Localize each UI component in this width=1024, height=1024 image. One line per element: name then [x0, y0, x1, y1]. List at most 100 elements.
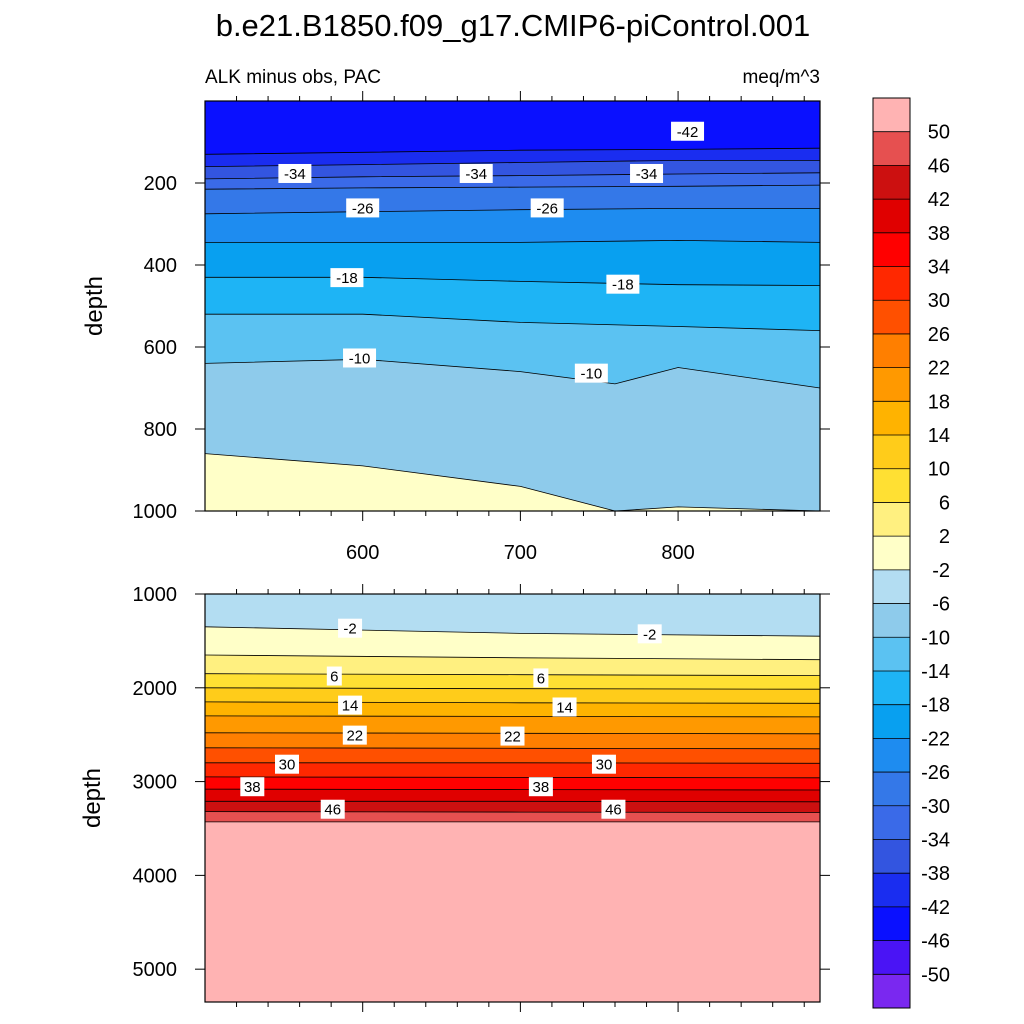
- contour-line-14: [205, 701, 820, 704]
- contour-label: -18: [330, 268, 364, 288]
- colorbar: 50 46 42 38 34 30 26 22 18 14 10 6 2 -2 -6 -10 -14 -18 -22…: [872, 97, 950, 1009]
- colorbar-swatch: [873, 906, 910, 942]
- contour-label: -18: [606, 274, 640, 294]
- contour-label: 14: [552, 697, 577, 717]
- colorbar-label: 26: [928, 324, 950, 346]
- colorbar-swatch: [873, 772, 910, 807]
- contour-label: -42: [671, 121, 705, 141]
- colorbar-swatch: [873, 704, 910, 739]
- svg-text:46: 46: [324, 802, 341, 819]
- colorbar-label: -50: [921, 964, 950, 986]
- x-tick-label: 800: [661, 542, 694, 564]
- y-tick-label: 1000: [133, 584, 178, 606]
- contour-label: 38: [528, 777, 553, 797]
- contour-label: -26: [530, 198, 564, 218]
- colorbar-swatch: [873, 839, 910, 874]
- colorbar-label: 46: [928, 155, 950, 177]
- contour-line-46: [205, 811, 820, 813]
- svg-text:30: 30: [596, 757, 613, 774]
- colorbar-label: -14: [921, 661, 950, 683]
- y-tick-label: 2000: [133, 678, 178, 700]
- contour-label: -10: [574, 363, 608, 383]
- colorbar-swatch: [873, 401, 910, 436]
- y-tick-label: 5000: [133, 959, 178, 981]
- contour-label: -34: [459, 163, 493, 183]
- contour-label: -34: [278, 163, 312, 183]
- colorbar-swatch: [873, 468, 910, 503]
- contour-label: -34: [630, 163, 664, 183]
- svg-text:22: 22: [504, 729, 521, 746]
- colorbar-swatch: [873, 131, 910, 166]
- contour-label: 22: [500, 726, 525, 746]
- bottom-y-axis-label: depth: [79, 768, 106, 828]
- colorbar-swatch: [873, 333, 910, 369]
- contour-label: 46: [601, 799, 626, 819]
- colorbar-label: 34: [928, 257, 950, 279]
- top-panel: ALK minus obs, PAC meq/m^3 depth -42 -34 -…: [81, 67, 830, 564]
- colorbar-label: -38: [921, 863, 950, 885]
- contour-line--22: [205, 239, 820, 243]
- colorbar-swatch: [873, 98, 910, 133]
- top-subtitle-left: ALK minus obs, PAC: [205, 67, 381, 88]
- svg-text:46: 46: [605, 802, 622, 819]
- colorbar-label: 6: [939, 492, 950, 514]
- colorbar-swatch: [873, 670, 910, 706]
- svg-text:38: 38: [244, 779, 261, 796]
- colorbar-label: -6: [932, 594, 950, 616]
- y-tick-label: 3000: [133, 772, 178, 794]
- contour-label: -2: [338, 618, 363, 638]
- x-tick-label: 600: [346, 542, 379, 564]
- y-tick-label: 400: [144, 255, 177, 277]
- colorbar-swatch: [873, 367, 910, 402]
- contour-label: 6: [533, 668, 549, 688]
- colorbar-label: -26: [921, 762, 950, 784]
- svg-text:-34: -34: [465, 166, 487, 183]
- colorbar-swatch: [873, 738, 910, 773]
- svg-text:30: 30: [279, 757, 296, 774]
- contour-line-18: [205, 715, 820, 718]
- colorbar-swatch: [873, 199, 910, 234]
- colorbar-label: 38: [928, 223, 950, 245]
- y-tick-label: 4000: [133, 865, 178, 887]
- colorbar-swatch: [873, 873, 910, 908]
- colorbar-swatch: [873, 603, 910, 638]
- top-y-axis-label: depth: [81, 276, 108, 336]
- colorbar-swatch: [873, 536, 910, 571]
- svg-text:-34: -34: [636, 166, 658, 183]
- colorbar-swatch: [873, 435, 910, 470]
- colorbar-swatch: [873, 940, 910, 975]
- top-subtitle-right: meq/m^3: [742, 67, 820, 88]
- colorbar-label: 22: [928, 358, 950, 380]
- colorbar-label: -18: [921, 695, 950, 717]
- svg-text:14: 14: [556, 699, 573, 716]
- chart-title: b.e21.B1850.f09_g17.CMIP6-piControl.001: [216, 8, 811, 43]
- contour-line--18: [205, 276, 820, 286]
- colorbar-label: -22: [921, 728, 950, 750]
- contour-band--42: [205, 101, 820, 155]
- y-tick-label: 800: [144, 419, 177, 441]
- contour-label: 30: [275, 754, 299, 774]
- colorbar-swatch: [873, 805, 910, 840]
- svg-text:14: 14: [342, 698, 359, 715]
- contour-line-34: [205, 776, 820, 779]
- contour-line--26: [205, 207, 820, 215]
- svg-text:-34: -34: [284, 166, 306, 183]
- colorbar-swatch: [873, 232, 910, 268]
- contour-line-10: [205, 687, 820, 690]
- svg-text:6: 6: [537, 670, 545, 687]
- contour-line-30: [205, 762, 820, 764]
- colorbar-label: 14: [928, 425, 950, 447]
- contour-line--30: [205, 184, 820, 190]
- svg-text:-18: -18: [336, 270, 358, 287]
- svg-text:22: 22: [346, 728, 363, 745]
- svg-text:38: 38: [533, 779, 550, 796]
- contour-line--14: [205, 313, 820, 331]
- svg-text:-10: -10: [349, 350, 371, 367]
- y-tick-label: 1000: [133, 501, 178, 523]
- contour-line-42: [205, 800, 820, 803]
- colorbar-swatch: [873, 165, 910, 200]
- colorbar-label: 30: [928, 290, 950, 312]
- contour-line--42: [205, 147, 820, 155]
